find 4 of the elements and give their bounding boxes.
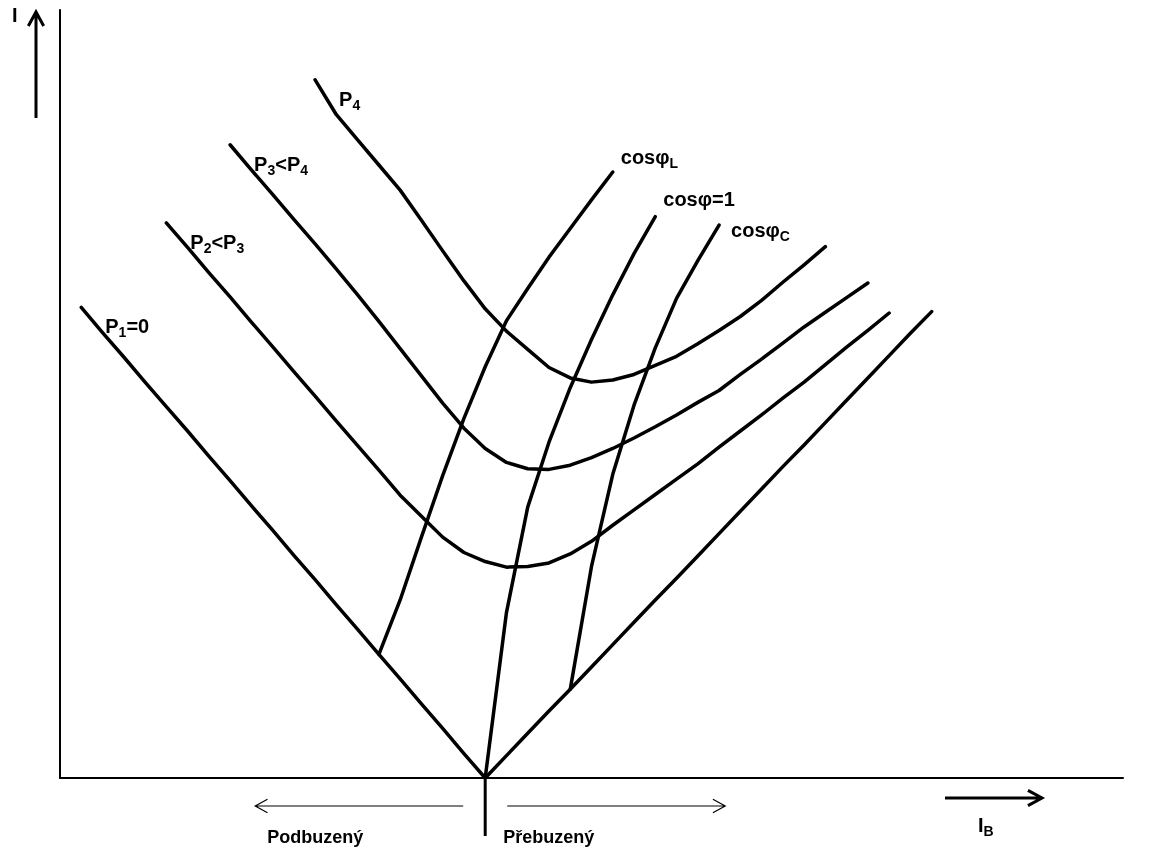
series-label: cosφ=1 bbox=[663, 187, 735, 210]
y-axis-title: I bbox=[12, 4, 18, 26]
text: Podbuzený bbox=[267, 827, 364, 847]
text: Přebuzený bbox=[503, 827, 595, 847]
